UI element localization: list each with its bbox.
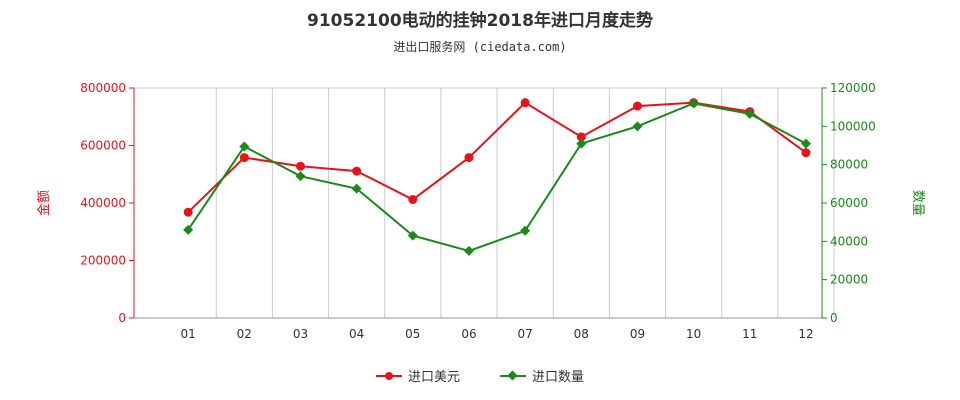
x-tick-label: 02 xyxy=(237,327,252,341)
data-point-usd xyxy=(239,153,249,163)
x-tick-label: 04 xyxy=(349,327,364,341)
x-tick-label: 03 xyxy=(293,327,308,341)
x-tick-label: 09 xyxy=(630,327,645,341)
data-point-usd xyxy=(801,148,811,158)
data-point-quantity xyxy=(239,141,250,152)
x-tick-label: 12 xyxy=(798,327,813,341)
right-y-tick-label: 0 xyxy=(830,311,838,325)
left-y-tick-label: 800000 xyxy=(80,81,126,95)
data-point-usd xyxy=(576,132,586,142)
data-point-quantity xyxy=(632,121,643,132)
x-tick-label: 01 xyxy=(181,327,196,341)
legend-item-quantity[interactable]: 进口数量 xyxy=(500,366,584,385)
left-y-tick-label: 400000 xyxy=(80,196,126,210)
right-y-tick-label: 60000 xyxy=(830,196,868,210)
data-point-quantity xyxy=(295,171,306,182)
data-point-quantity xyxy=(576,138,587,149)
data-point-quantity xyxy=(520,225,531,236)
data-point-quantity xyxy=(744,108,755,119)
data-point-quantity xyxy=(407,230,418,241)
left-y-axis-label: 金额 xyxy=(36,190,52,216)
left-y-tick-label: 600000 xyxy=(80,139,126,153)
grid-lines xyxy=(133,87,835,318)
chart-subtitle: 进出口服务网 (ciedata.com) xyxy=(393,40,567,54)
right-y-tick-label: 20000 xyxy=(830,273,868,287)
x-tick-label: 05 xyxy=(405,327,420,341)
right-y-axis-label: 数量 xyxy=(910,190,925,216)
left-y-tick-label: 200000 xyxy=(80,254,126,268)
data-point-usd xyxy=(295,161,305,171)
data-point-usd xyxy=(632,101,642,111)
right-y-tick-labels: 0 20000 40000 60000 80000 100000 120000 xyxy=(822,81,876,325)
x-tick-label: 08 xyxy=(574,327,589,341)
data-point-quantity xyxy=(688,98,699,109)
legend-swatch-usd xyxy=(375,370,402,382)
data-point-quantity xyxy=(183,224,194,235)
series-group xyxy=(183,98,811,256)
legend: 进口美元 进口数量 xyxy=(0,366,960,385)
x-tick-label: 11 xyxy=(742,327,757,341)
data-point-quantity xyxy=(351,183,362,194)
x-tick-label: 07 xyxy=(518,327,533,341)
legend-label-quantity: 进口数量 xyxy=(532,370,585,385)
data-point-quantity xyxy=(463,245,474,256)
data-point-usd xyxy=(183,207,193,217)
right-y-tick-label: 40000 xyxy=(830,234,868,248)
legend-item-usd[interactable]: 进口美元 xyxy=(375,366,460,385)
right-y-tick-label: 100000 xyxy=(830,119,876,133)
data-point-quantity xyxy=(800,138,811,149)
axes xyxy=(133,88,823,319)
x-tick-label: 10 xyxy=(686,327,701,341)
data-point-usd xyxy=(464,153,474,163)
series-line-quantity xyxy=(187,102,807,252)
right-y-tick-label: 120000 xyxy=(830,81,876,95)
data-point-usd xyxy=(520,98,530,108)
left-y-tick-labels: 0 200000 400000 600000 800000 xyxy=(80,81,134,325)
data-point-usd xyxy=(408,195,418,205)
right-y-tick-label: 80000 xyxy=(830,158,868,172)
legend-label-usd: 进口美元 xyxy=(407,370,460,385)
x-tick-labels: 01 02 03 04 05 06 07 08 09 10 11 12 xyxy=(181,327,814,341)
x-tick-label: 06 xyxy=(461,327,476,341)
chart-title: 91052100电动的挂钟2018年进口月度走势 xyxy=(307,11,653,31)
data-point-usd xyxy=(352,166,362,176)
legend-swatch-quantity xyxy=(500,370,526,382)
left-y-tick-label: 0 xyxy=(118,311,126,325)
